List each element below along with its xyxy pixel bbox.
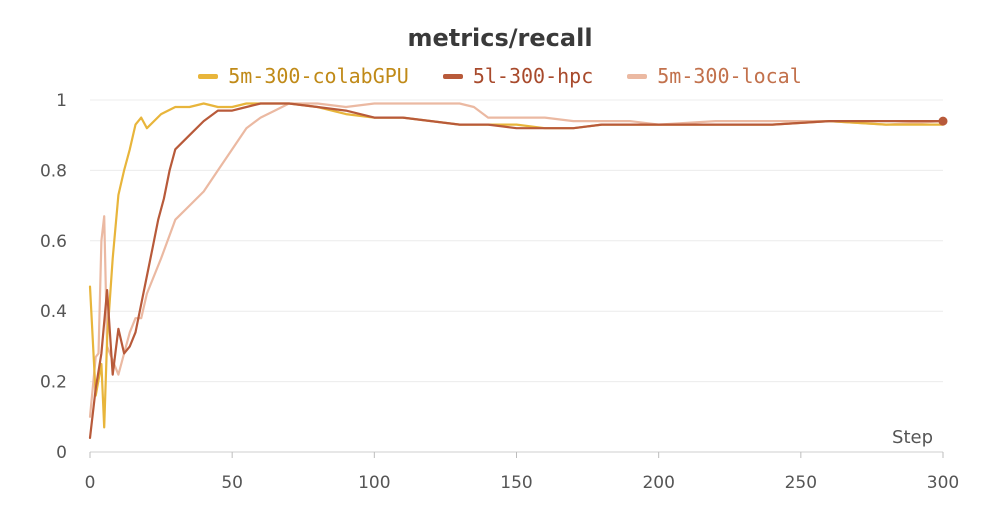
- y-tick-label: 0.6: [40, 232, 67, 252]
- legend-label-colabgpu: 5m-300-colabGPU: [228, 64, 409, 88]
- legend-swatch-colabgpu: [198, 73, 219, 79]
- x-axis-label: Step: [892, 427, 933, 448]
- series-line-2[interactable]: [88, 102, 945, 418]
- chart-legend: 5m-300-colabGPU 5l-300-hpc 5m-300-local: [0, 64, 1000, 88]
- x-tick-label: 150: [500, 473, 532, 493]
- series-end-marker: [938, 116, 948, 126]
- legend-swatch-hpc: [442, 73, 463, 79]
- legend-item-hpc[interactable]: 5l-300-hpc: [442, 64, 594, 88]
- y-tick-label: 0.8: [40, 161, 67, 181]
- legend-swatch-local: [627, 73, 648, 79]
- x-tick-label: 300: [927, 473, 959, 493]
- legend-item-colabgpu[interactable]: 5m-300-colabGPU: [198, 64, 409, 88]
- x-tick-label: 50: [221, 473, 243, 493]
- y-tick-label: 0.2: [40, 373, 67, 393]
- legend-label-hpc: 5l-300-hpc: [472, 64, 594, 88]
- grid-lines: [90, 99, 943, 453]
- legend-item-local[interactable]: 5m-300-local: [627, 64, 802, 88]
- series-line-1[interactable]: [88, 102, 945, 439]
- x-tick-label: 200: [642, 473, 674, 493]
- legend-label-local: 5m-300-local: [657, 64, 802, 88]
- x-tick-label: 100: [358, 473, 390, 493]
- y-tick-label: 0: [56, 443, 67, 463]
- axes: 0 0.2 0.4 0.6 0.8 1 0 50 100 150 200 250 300: [40, 91, 959, 493]
- chart-title: metrics/recall: [407, 24, 593, 52]
- y-tick-label: 1: [56, 91, 67, 111]
- x-tick-label: 0: [85, 473, 96, 493]
- series-lines: [88, 102, 948, 439]
- y-tick-label: 0.4: [40, 302, 67, 322]
- series-line-0[interactable]: [88, 102, 945, 429]
- x-tick-label: 250: [785, 473, 817, 493]
